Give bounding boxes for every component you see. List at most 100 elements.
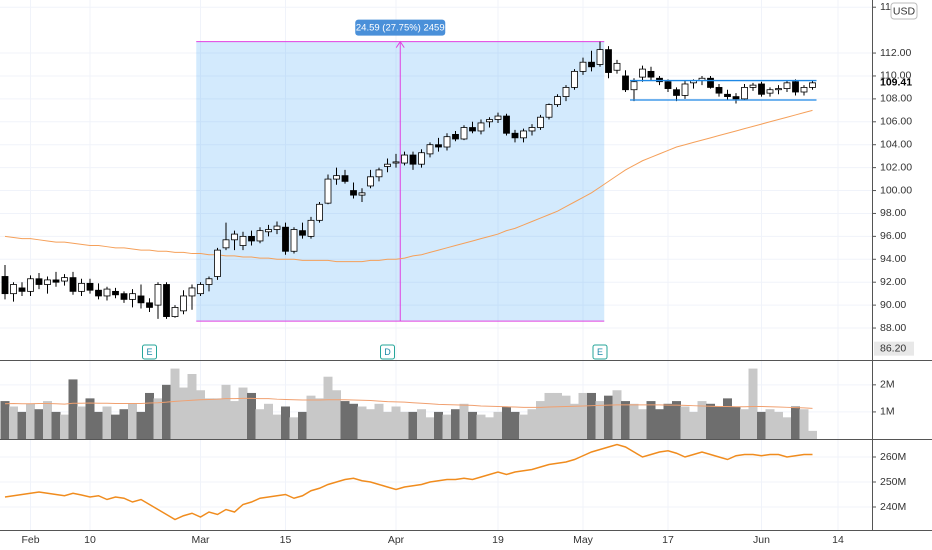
candle-body	[452, 133, 459, 140]
candle-body	[392, 161, 400, 164]
volume-bar	[264, 403, 273, 439]
volume-bar	[629, 403, 639, 439]
candle-body	[681, 83, 689, 96]
volume-bar	[434, 411, 443, 439]
volume-bar	[612, 390, 622, 439]
candle-body	[129, 293, 136, 300]
candle-body	[231, 233, 238, 241]
x-tick-label: 15	[280, 534, 292, 546]
volume-bar	[51, 411, 61, 439]
candle-body	[741, 87, 748, 100]
volume-bar	[502, 406, 511, 439]
volume-bar	[782, 417, 792, 439]
candle-body	[792, 81, 799, 93]
y-tick-label: 98.00	[880, 207, 906, 219]
candle-body	[341, 175, 349, 182]
candle-body	[316, 203, 323, 221]
candle-body	[44, 279, 51, 285]
candle-body	[137, 295, 145, 304]
candle-body	[1, 276, 9, 295]
volume-bar	[111, 414, 120, 439]
x-tick-label: May	[573, 534, 594, 546]
x-tick-label: 14	[832, 534, 844, 546]
volume-bar	[638, 409, 647, 439]
candle-body	[222, 239, 230, 249]
candle-body	[664, 81, 672, 89]
y-tick-label: 88.00	[880, 322, 906, 334]
volume-bar	[519, 414, 528, 439]
candle-body	[494, 115, 502, 120]
volume-bar	[570, 403, 579, 439]
currency-box[interactable]	[890, 2, 918, 20]
volume-bar	[349, 403, 358, 439]
candle-body	[647, 70, 655, 78]
volume-average	[4, 397, 813, 409]
volume-bar	[94, 411, 103, 439]
candle-body	[613, 62, 621, 71]
volume-bar	[680, 406, 690, 439]
volume-bar	[408, 411, 418, 439]
volume-bar	[315, 398, 324, 439]
volume-bar	[604, 395, 613, 439]
candle-body	[715, 87, 723, 94]
volume-bar	[238, 387, 248, 439]
volume-bar	[340, 401, 350, 439]
measure-arrowhead	[395, 40, 405, 48]
candle-body	[537, 116, 544, 128]
volume-bar	[663, 403, 673, 439]
volume-bar	[799, 409, 809, 439]
candle-body	[579, 61, 587, 72]
volume-bar	[400, 411, 409, 439]
candle-body	[61, 277, 68, 282]
x-tick-label: 17	[662, 534, 674, 546]
candle-body	[78, 282, 85, 292]
y-tick-label: 94.00	[880, 253, 906, 265]
volume-bar	[646, 401, 656, 439]
volume-bar	[757, 411, 766, 439]
currency: USD	[893, 5, 916, 17]
volume-bar	[553, 392, 562, 439]
candle-body	[367, 176, 374, 187]
candle-body	[758, 83, 765, 95]
candle-body	[554, 96, 561, 106]
volume-bar	[17, 411, 27, 439]
candle-body	[562, 87, 570, 97]
volume-bar	[306, 395, 316, 439]
volume-bar	[34, 409, 44, 439]
volume-bar	[170, 368, 180, 439]
range-low-label: 86.20	[880, 342, 906, 354]
volume-bar	[323, 376, 333, 439]
y-tick-label: 92.00	[880, 276, 906, 288]
volume-bar	[731, 406, 741, 439]
y-tick-label: 102.00	[880, 161, 912, 173]
volume-bar	[672, 401, 681, 439]
y-tick-label: 2M	[880, 379, 895, 391]
candle-body	[120, 293, 128, 300]
volume-bar	[391, 406, 401, 439]
candle-body	[460, 127, 468, 140]
candle-body	[384, 163, 391, 167]
candle-body	[95, 289, 102, 297]
volume-bar	[332, 390, 341, 439]
volume-bar	[26, 403, 35, 439]
candle-body	[214, 249, 221, 277]
moving-average	[4, 109, 813, 263]
volume-bar	[536, 401, 545, 439]
x-tick-label: Apr	[388, 534, 405, 546]
candle-body	[324, 178, 332, 204]
volume-bar	[68, 379, 78, 439]
candle-body	[27, 278, 34, 292]
candle-body	[103, 288, 111, 297]
volume-bar	[485, 417, 494, 439]
volume-bar	[204, 398, 214, 439]
volume-bar	[187, 374, 197, 439]
candle-body	[724, 93, 731, 97]
candle-body	[10, 284, 17, 295]
candle-body	[605, 49, 612, 73]
x-tick-label: 19	[492, 534, 504, 546]
candle-body	[256, 230, 264, 242]
volume-bar	[578, 392, 588, 439]
candle-body	[401, 154, 408, 164]
